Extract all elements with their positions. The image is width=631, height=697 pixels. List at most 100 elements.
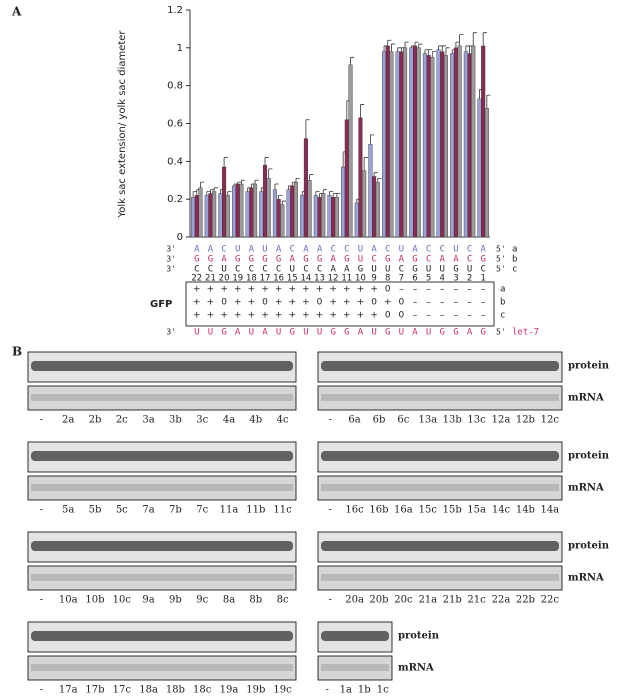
error-bar: [370, 134, 375, 145]
bar: [249, 187, 254, 238]
gfp-mark: –: [467, 311, 472, 321]
base: C: [290, 245, 295, 255]
gfp-mark: –: [454, 311, 459, 321]
bar: [321, 193, 326, 238]
lane-label: 7b: [169, 505, 182, 516]
base: A: [303, 245, 309, 255]
seq-end: 5': [496, 255, 506, 264]
bar: [430, 57, 435, 238]
lane-label: 13a: [418, 415, 437, 426]
gfp-mark: +: [370, 311, 378, 321]
gfp-mark: +: [275, 285, 283, 295]
base: A: [453, 255, 459, 265]
error-bar: [391, 43, 396, 52]
lane-label: 17a: [59, 685, 78, 696]
seq-end: 5': [496, 245, 506, 254]
gfp-mark: +: [343, 298, 351, 308]
bar: [331, 197, 336, 238]
gfp-mark: +: [261, 285, 269, 295]
position-label: 18: [246, 274, 257, 284]
gfp-mark: +: [207, 285, 215, 295]
base: A: [330, 265, 336, 275]
gfp-mark: –: [454, 285, 459, 295]
bar: [450, 53, 455, 238]
error-bar: [350, 56, 355, 65]
gfp-mark: 0: [371, 298, 377, 308]
bar: [443, 55, 448, 238]
bar: [191, 197, 196, 238]
panel-label: A: [11, 5, 22, 19]
bar: [253, 183, 258, 238]
y-axis-label: Yolk sac extension/ yolk sac diameter: [117, 30, 128, 219]
base: G: [221, 328, 226, 338]
gfp-mark: –: [481, 311, 486, 321]
gfp-mark: +: [357, 285, 365, 295]
error-bar: [465, 45, 470, 52]
base: G: [412, 255, 417, 265]
bar: [453, 47, 458, 238]
base: C: [249, 265, 254, 275]
bar: [395, 51, 400, 238]
bar: [382, 51, 387, 238]
base: C: [330, 245, 335, 255]
gfp-mark: 0: [398, 311, 404, 321]
base: U: [399, 328, 404, 338]
row-label: protein: [398, 631, 440, 642]
base: C: [208, 265, 213, 275]
base: C: [467, 245, 472, 255]
protein-band: [321, 451, 559, 461]
mrna-band: [31, 664, 293, 671]
lane-label: -: [40, 685, 43, 696]
gfp-mark: +: [207, 298, 215, 308]
bar: [399, 51, 404, 238]
bar: [266, 178, 271, 238]
error-bar: [404, 41, 409, 48]
base: U: [262, 245, 267, 255]
gfp-mark: 0: [221, 298, 227, 308]
gfp-mark: +: [275, 311, 283, 321]
base: U: [235, 245, 240, 255]
error-bar: [332, 193, 337, 198]
error-bar: [241, 179, 246, 185]
gfp-mark: +: [248, 311, 256, 321]
bar: [232, 185, 237, 238]
gfp-mark: +: [261, 311, 269, 321]
lane-label: 3b: [169, 415, 182, 426]
error-bar: [281, 200, 286, 205]
lane-label: 6a: [348, 415, 360, 426]
lane-label: 12b: [516, 415, 535, 426]
bar: [222, 166, 227, 238]
position-label: 6: [412, 274, 417, 284]
gfp-mark: +: [193, 285, 201, 295]
gfp-mark: +: [316, 285, 324, 295]
bar: [286, 189, 291, 238]
gfp-mark: +: [302, 311, 310, 321]
row-label: mRNA: [568, 483, 604, 494]
position-label: 2: [467, 274, 472, 284]
position-label: 21: [205, 274, 216, 284]
gfp-mark: +: [193, 298, 201, 308]
bar: [403, 47, 408, 238]
lane-label: 20c: [394, 595, 413, 606]
base: U: [303, 328, 308, 338]
base: U: [358, 255, 363, 265]
base: G: [385, 255, 390, 265]
base: G: [290, 328, 295, 338]
gfp-mark: –: [426, 285, 431, 295]
gfp-mark: –: [440, 285, 445, 295]
gfp-mark: +: [234, 298, 242, 308]
error-bar: [428, 49, 433, 56]
gfp-mark: +: [343, 311, 351, 321]
lane-label: -: [326, 685, 329, 696]
lane-label: 22a: [492, 595, 511, 606]
base: C: [480, 265, 485, 275]
y-tick-label: 0: [177, 232, 183, 243]
lane-label: 18c: [193, 685, 212, 696]
base: G: [440, 328, 445, 338]
gfp-mark: +: [302, 285, 310, 295]
position-label: 3: [453, 274, 458, 284]
lane-label: 16a: [394, 505, 413, 516]
base: A: [480, 245, 486, 255]
gfp-mark: +: [207, 311, 215, 321]
